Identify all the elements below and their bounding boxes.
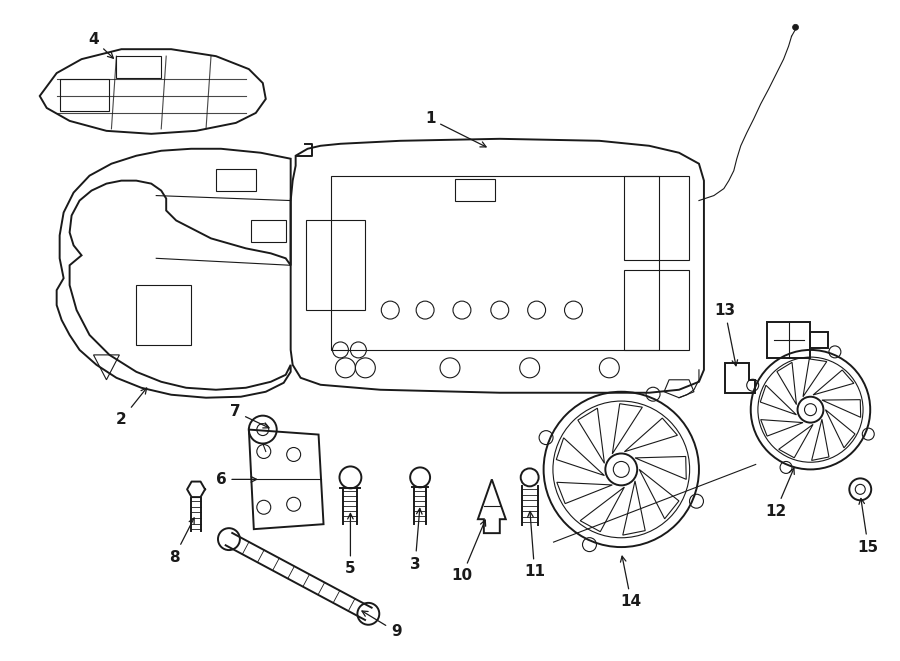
Text: 9: 9 — [362, 611, 401, 639]
Text: 2: 2 — [116, 388, 147, 427]
Bar — [59, 79, 110, 111]
Bar — [625, 270, 689, 350]
Bar — [306, 221, 365, 310]
Text: 10: 10 — [452, 520, 486, 584]
Text: 13: 13 — [715, 303, 738, 366]
Text: 11: 11 — [524, 512, 545, 580]
Bar — [216, 169, 256, 190]
Text: 15: 15 — [858, 498, 878, 555]
Text: 6: 6 — [216, 472, 256, 487]
Bar — [625, 176, 689, 260]
Bar — [330, 176, 659, 350]
Text: 1: 1 — [425, 112, 486, 147]
Text: 12: 12 — [765, 468, 795, 519]
Text: 7: 7 — [230, 404, 269, 428]
Text: 5: 5 — [345, 514, 356, 576]
Text: 3: 3 — [410, 508, 422, 572]
Bar — [251, 221, 285, 243]
Bar — [811, 332, 828, 348]
Bar — [116, 56, 161, 78]
Text: 14: 14 — [620, 556, 642, 609]
Text: 8: 8 — [169, 518, 194, 564]
Bar — [455, 178, 495, 200]
Circle shape — [793, 24, 798, 30]
Bar — [136, 285, 191, 345]
Text: 4: 4 — [88, 32, 113, 58]
Bar — [767, 322, 811, 358]
